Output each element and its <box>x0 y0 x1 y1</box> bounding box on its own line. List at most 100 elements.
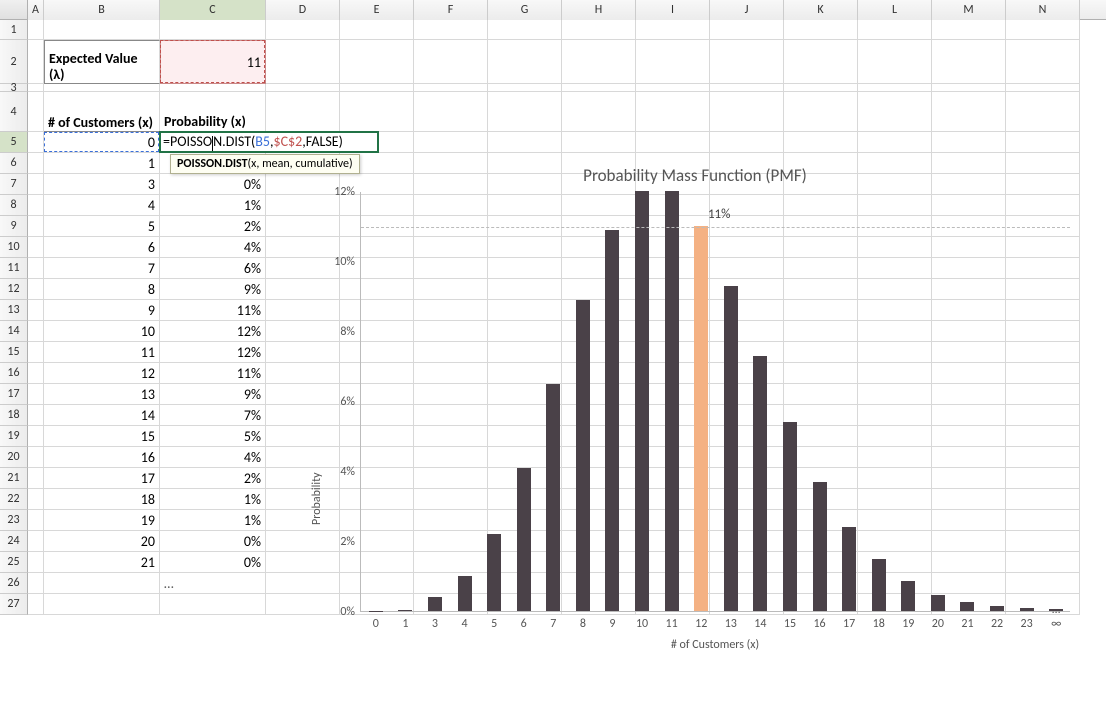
cell-A8[interactable] <box>28 195 44 216</box>
cell-C21[interactable]: 2% <box>160 468 266 489</box>
col-header-G[interactable]: G <box>488 0 562 20</box>
cell-A22[interactable] <box>28 489 44 510</box>
row-header-17[interactable]: 17 <box>0 384 28 405</box>
cell-B13[interactable]: 9 <box>44 300 160 321</box>
cell-editor[interactable]: =POISSON.DIST(B5,$C$2,FALSE) <box>159 131 379 153</box>
col-header-M[interactable]: M <box>932 0 1006 20</box>
cell-M5[interactable] <box>932 132 1006 153</box>
cell-L4[interactable] <box>858 92 932 132</box>
cell-G5[interactable] <box>488 132 562 153</box>
cell-A1[interactable] <box>28 20 44 40</box>
cell-A3[interactable] <box>28 84 44 92</box>
row-header-24[interactable]: 24 <box>0 531 28 552</box>
cell-C27[interactable] <box>160 594 266 615</box>
cell-B11[interactable]: 7 <box>44 258 160 279</box>
cell-A9[interactable] <box>28 216 44 237</box>
cell-F4[interactable] <box>414 92 488 132</box>
cell-B26[interactable] <box>44 573 160 594</box>
cell-G1[interactable] <box>488 20 562 40</box>
cell-C23[interactable]: 1% <box>160 510 266 531</box>
cell-J3[interactable] <box>710 84 784 92</box>
cell-I2[interactable] <box>636 40 710 84</box>
cell-M2[interactable] <box>932 40 1006 84</box>
col-header-D[interactable]: D <box>266 0 340 20</box>
cell-A12[interactable] <box>28 279 44 300</box>
cell-C24[interactable]: 0% <box>160 531 266 552</box>
cell-I4[interactable] <box>636 92 710 132</box>
cell-A27[interactable] <box>28 594 44 615</box>
row-header-4[interactable]: 4 <box>0 92 28 132</box>
cell-K2[interactable] <box>784 40 858 84</box>
cell-H1[interactable] <box>562 20 636 40</box>
cell-A4[interactable] <box>28 92 44 132</box>
row-header-19[interactable]: 19 <box>0 426 28 447</box>
cell-B17[interactable]: 13 <box>44 384 160 405</box>
cell-A16[interactable] <box>28 363 44 384</box>
row-header-8[interactable]: 8 <box>0 195 28 216</box>
cell-B12[interactable]: 8 <box>44 279 160 300</box>
col-header-B[interactable]: B <box>44 0 160 20</box>
cell-A19[interactable] <box>28 426 44 447</box>
cell-E1[interactable] <box>340 20 414 40</box>
cell-B6[interactable]: 1 <box>44 153 160 174</box>
cell-C19[interactable]: 5% <box>160 426 266 447</box>
col-header-E[interactable]: E <box>340 0 414 20</box>
cell-C17[interactable]: 9% <box>160 384 266 405</box>
cell-L5[interactable] <box>858 132 932 153</box>
col-header-N[interactable]: N <box>1006 0 1080 20</box>
row-header-23[interactable]: 23 <box>0 510 28 531</box>
cell-B21[interactable]: 17 <box>44 468 160 489</box>
col-header-I[interactable]: I <box>636 0 710 20</box>
cell-C18[interactable]: 7% <box>160 405 266 426</box>
cell-F5[interactable] <box>414 132 488 153</box>
cell-G3[interactable] <box>488 84 562 92</box>
cell-A14[interactable] <box>28 321 44 342</box>
cell-H5[interactable] <box>562 132 636 153</box>
cell-A15[interactable] <box>28 342 44 363</box>
cell-B2[interactable]: Expected Value (λ) <box>44 40 160 84</box>
cell-B15[interactable]: 11 <box>44 342 160 363</box>
cell-A18[interactable] <box>28 405 44 426</box>
cell-K3[interactable] <box>784 84 858 92</box>
cell-C7[interactable]: 0% <box>160 174 266 195</box>
cell-B19[interactable]: 15 <box>44 426 160 447</box>
cell-B16[interactable]: 12 <box>44 363 160 384</box>
cell-I5[interactable] <box>636 132 710 153</box>
cell-A5[interactable] <box>28 132 44 153</box>
cell-J5[interactable] <box>710 132 784 153</box>
cell-M4[interactable] <box>932 92 1006 132</box>
cell-H4[interactable] <box>562 92 636 132</box>
cell-B8[interactable]: 4 <box>44 195 160 216</box>
row-header-10[interactable]: 10 <box>0 237 28 258</box>
cell-D4[interactable] <box>266 92 340 132</box>
row-header-16[interactable]: 16 <box>0 363 28 384</box>
cell-N2[interactable] <box>1006 40 1080 84</box>
row-header-2[interactable]: 2 <box>0 40 28 84</box>
cell-B9[interactable]: 5 <box>44 216 160 237</box>
row-header-13[interactable]: 13 <box>0 300 28 321</box>
cell-F2[interactable] <box>414 40 488 84</box>
cell-E3[interactable] <box>340 84 414 92</box>
cell-B7[interactable]: 3 <box>44 174 160 195</box>
cell-N4[interactable] <box>1006 92 1080 132</box>
cell-A11[interactable] <box>28 258 44 279</box>
row-header-5[interactable]: 5 <box>0 132 28 153</box>
cell-C15[interactable]: 12% <box>160 342 266 363</box>
cell-B14[interactable]: 10 <box>44 321 160 342</box>
cell-C20[interactable]: 4% <box>160 447 266 468</box>
select-all-corner[interactable] <box>0 0 28 20</box>
cell-H3[interactable] <box>562 84 636 92</box>
cell-B5[interactable]: 0 <box>44 132 160 153</box>
row-header-14[interactable]: 14 <box>0 321 28 342</box>
cell-A23[interactable] <box>28 510 44 531</box>
cell-N3[interactable] <box>1006 84 1080 92</box>
row-header-27[interactable]: 27 <box>0 594 28 615</box>
row-header-12[interactable]: 12 <box>0 279 28 300</box>
cell-J2[interactable] <box>710 40 784 84</box>
cell-E2[interactable] <box>340 40 414 84</box>
col-header-A[interactable]: A <box>28 0 44 20</box>
cell-M3[interactable] <box>932 84 1006 92</box>
row-header-15[interactable]: 15 <box>0 342 28 363</box>
cell-A25[interactable] <box>28 552 44 573</box>
cell-B10[interactable]: 6 <box>44 237 160 258</box>
